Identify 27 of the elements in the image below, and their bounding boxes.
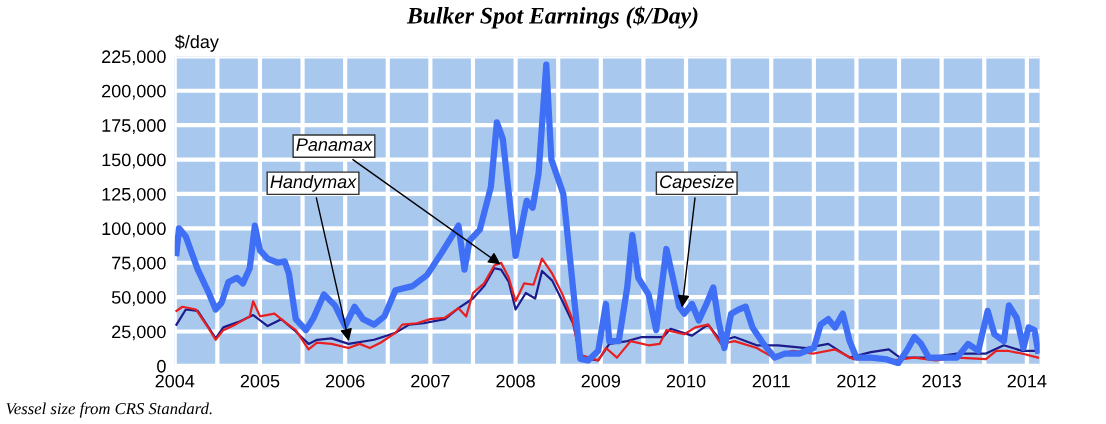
x-tick-label: 2011 <box>752 374 790 388</box>
text: Handymax <box>270 174 357 192</box>
y-tick-label: 150,000 <box>102 153 166 169</box>
x-tick-label: 2005 <box>240 374 280 388</box>
y-tick-label: 200,000 <box>102 84 166 100</box>
y-tick-label: 100,000 <box>102 222 166 238</box>
y-axis-title: $/day <box>174 34 219 52</box>
x-tick-label: 2009 <box>581 374 621 388</box>
y-tick-label: 225,000 <box>102 50 166 66</box>
x-tick-label: 2010 <box>666 374 706 388</box>
y-tick-label: 25,000 <box>112 325 166 341</box>
x-tick-label: 2012 <box>837 374 876 388</box>
y-tick-label: 175,000 <box>102 119 166 135</box>
y-tick-label: 125,000 <box>102 187 166 203</box>
x-tick-label: 2008 <box>496 374 535 388</box>
chart-title: Bulker Spot Earnings ($/Day) <box>406 6 698 29</box>
y-tick-label: 75,000 <box>112 256 166 272</box>
x-tick-label: 2007 <box>411 374 450 388</box>
text: Capesize <box>660 174 734 192</box>
x-tick-label: 2013 <box>922 374 961 388</box>
x-tick-label: 2004 <box>155 374 195 388</box>
y-tick-label: 0 <box>157 359 166 373</box>
y-tick-label: 50,000 <box>111 291 166 306</box>
text: Panamax <box>296 138 373 151</box>
x-tick-label: 2006 <box>326 374 365 388</box>
x-tick-label: 2014 <box>1007 374 1047 388</box>
text: Vessel size from CRS Standard. <box>6 402 212 418</box>
